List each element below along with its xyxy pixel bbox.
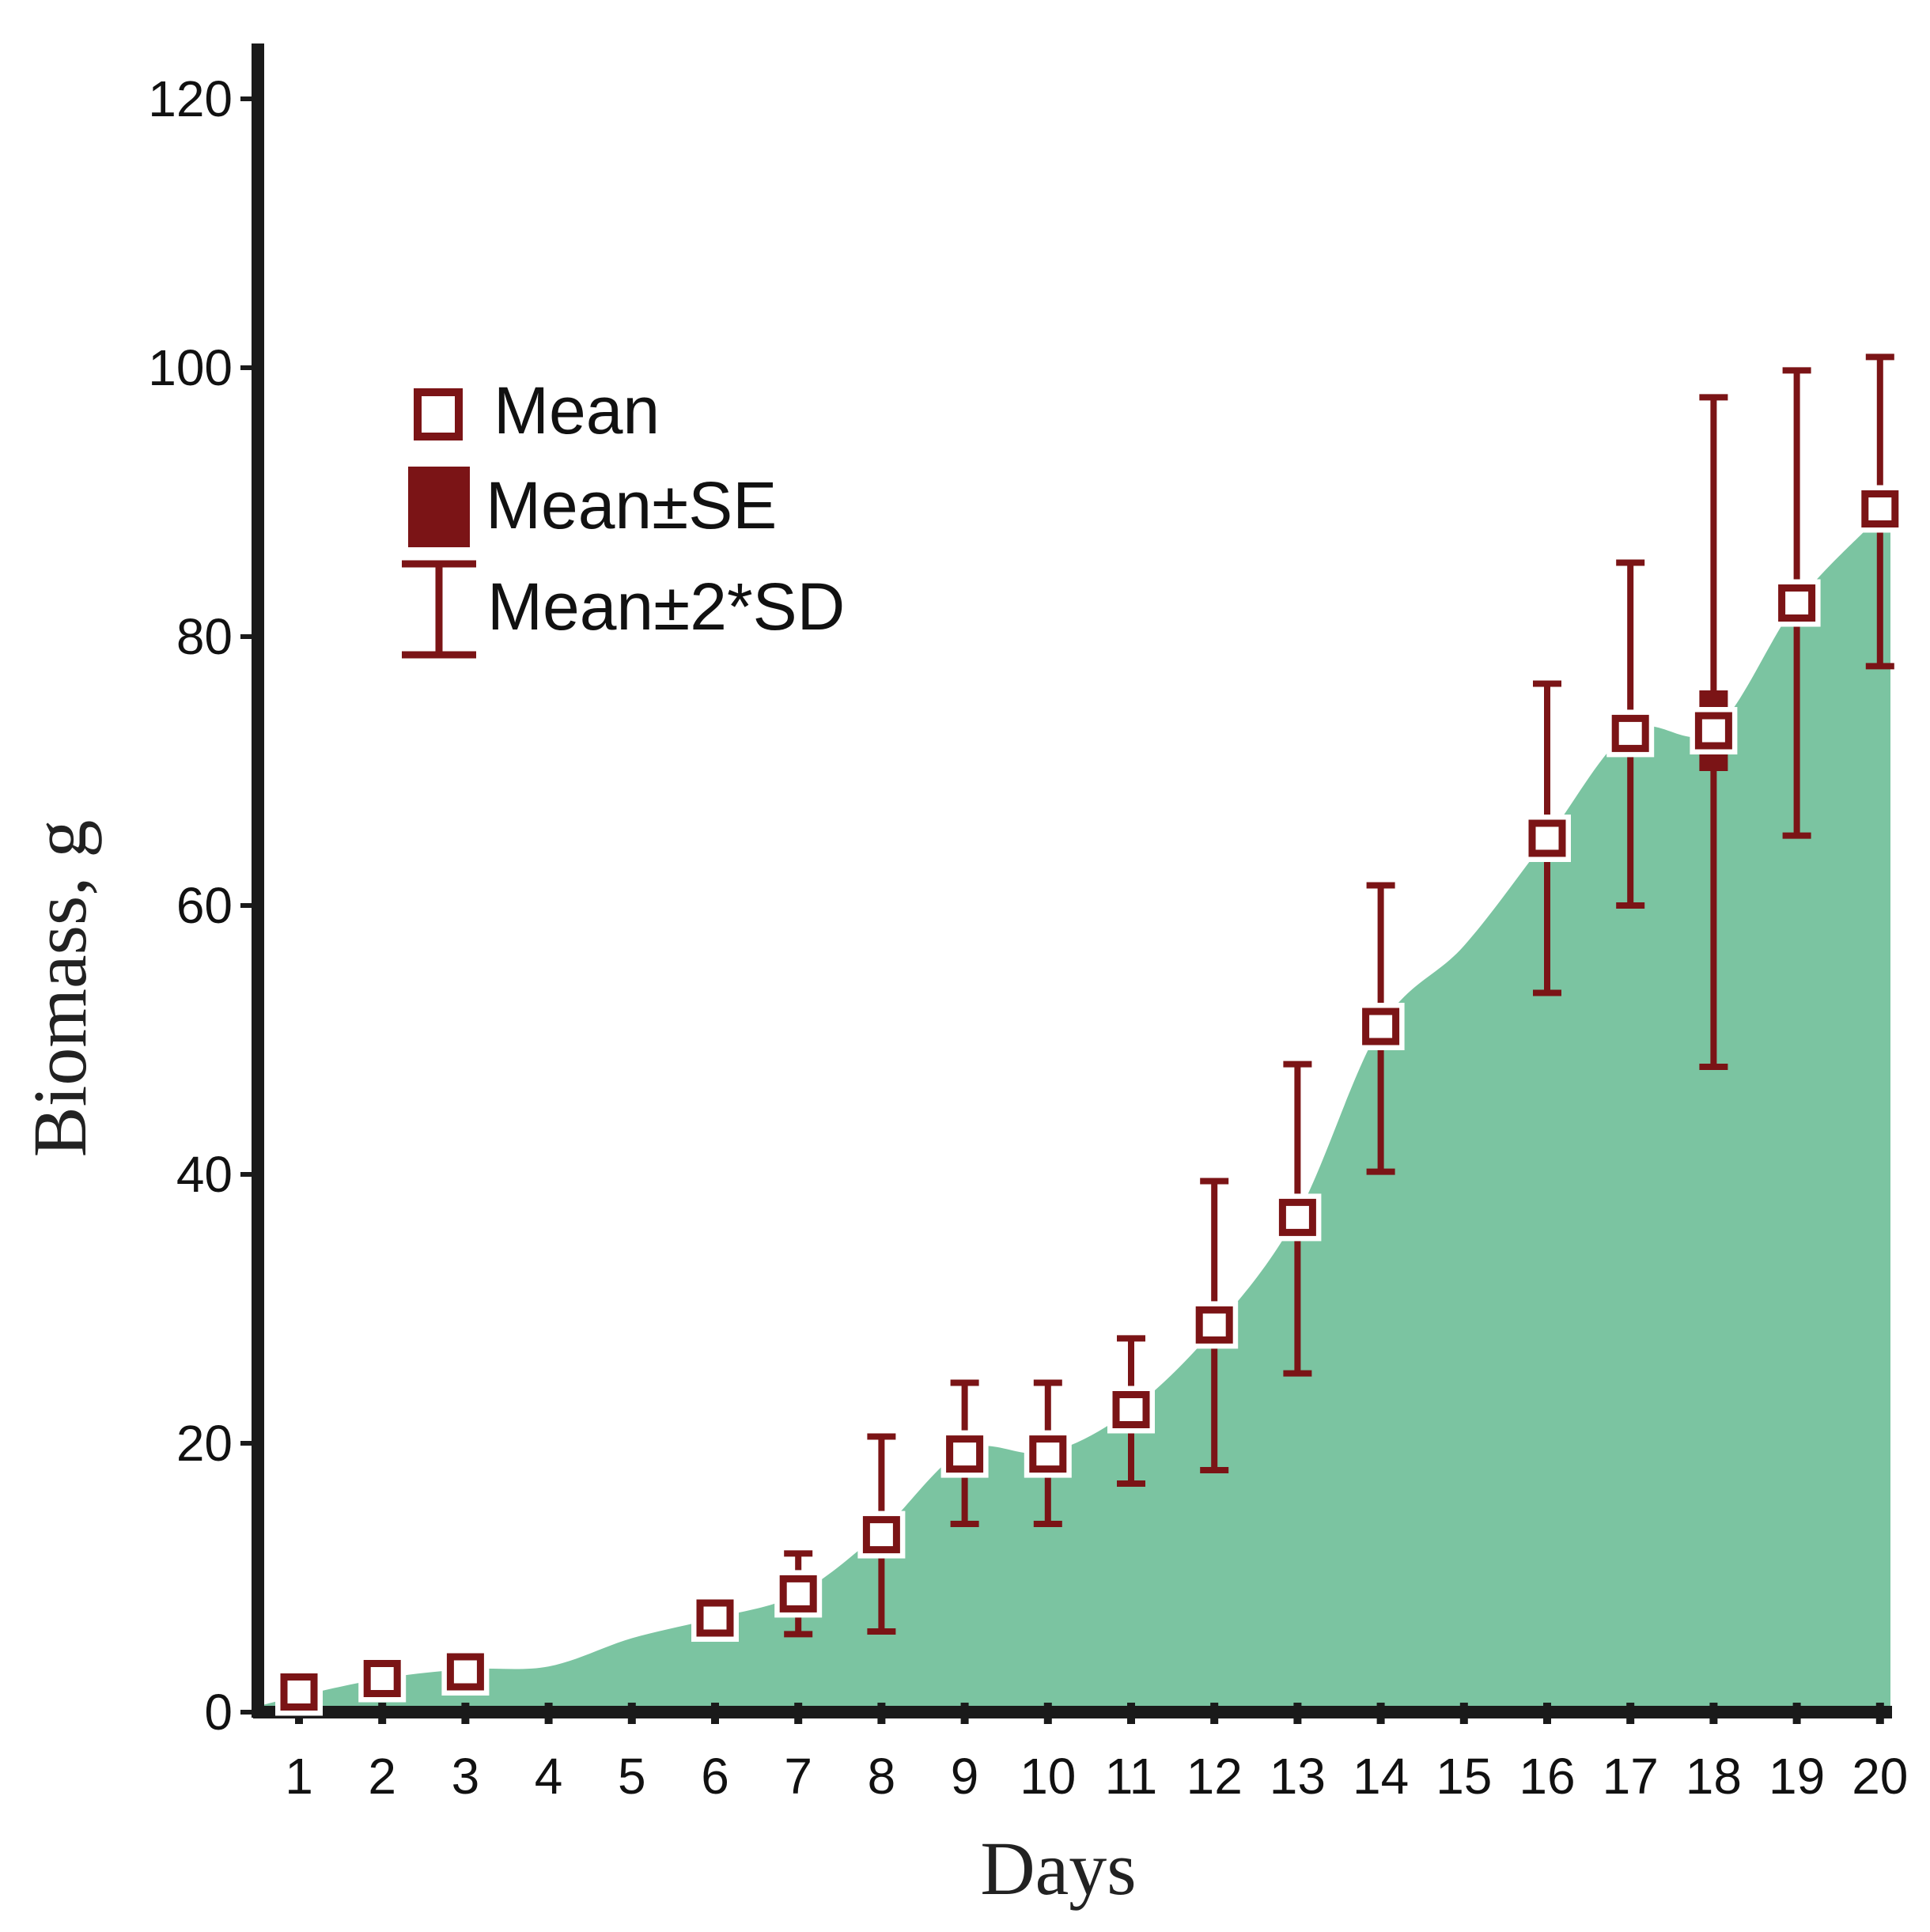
mean-marker [862,1516,900,1554]
x-tick-label: 11 [1105,1748,1157,1805]
x-axis-title: Days [980,1826,1136,1911]
data-point-day-13 [1273,1061,1322,1377]
mean-marker [779,1575,817,1613]
y-tick-label: 0 [204,1684,233,1741]
data-point-day-1 [275,1668,323,1716]
x-tick-label: 18 [1686,1748,1742,1805]
y-axis-title: Biomass, g [17,820,102,1158]
x-tick-label: 13 [1270,1748,1326,1805]
x-tick-label: 1 [285,1748,313,1805]
x-tick-label: 17 [1603,1748,1659,1805]
data-point-day-11 [1107,1335,1155,1487]
legend-sd-label: Mean±2*SD [487,569,845,644]
legend-mean-swatch [414,388,463,440]
mean-marker [363,1660,401,1697]
x-tick-label: 8 [868,1748,896,1805]
mean-marker [1861,490,1899,527]
legend: Mean Mean±SE Mean±2*SD [402,373,845,659]
mean-marker [1112,1391,1150,1428]
data-point-day-6 [691,1594,739,1642]
legend-se-label: Mean±SE [486,468,777,543]
mean-marker [1362,1008,1400,1045]
legend-se-swatch [408,467,470,547]
x-tick-label: 19 [1769,1748,1825,1805]
x-tick-label: 7 [784,1748,812,1805]
x-tick-label: 20 [1852,1748,1908,1805]
data-point-day-19 [1773,367,1821,839]
mean-marker [280,1673,318,1711]
x-tick-label: 2 [368,1748,396,1805]
data-point-day-16 [1523,680,1571,996]
data-point-day-14 [1357,882,1405,1175]
mean-marker [1694,712,1732,750]
data-point-day-20 [1856,354,1904,670]
x-tick-label: 12 [1186,1748,1243,1805]
data-point-day-9 [940,1379,989,1527]
y-tick-label: 60 [176,877,233,934]
x-tick-label: 14 [1353,1748,1409,1805]
area-layer [261,499,1891,1712]
mean-marker [446,1653,484,1691]
y-tick-label: 120 [148,70,233,127]
x-tick-label: 15 [1436,1748,1492,1805]
mean-marker [1029,1435,1067,1473]
mean-marker [1611,714,1649,752]
y-tick-label: 40 [176,1146,233,1203]
mean-marker [1195,1306,1233,1344]
biomass-area [261,499,1891,1712]
x-tick-label: 9 [951,1748,979,1805]
data-point-day-10 [1024,1379,1072,1527]
y-tick-label: 100 [148,339,233,396]
mean-marker [696,1599,734,1637]
legend-sd-swatch [402,560,476,659]
x-tick-label: 10 [1020,1748,1076,1805]
data-point-day-17 [1606,559,1655,909]
marks-layer [275,354,1904,1716]
data-point-day-2 [358,1654,407,1703]
x-tick-label: 16 [1519,1748,1575,1805]
mean-marker [1278,1198,1316,1236]
x-tick-label: 6 [701,1748,729,1805]
y-tick-label: 80 [176,608,233,665]
legend-mean-label: Mean [494,373,660,448]
data-point-day-18 [1690,394,1738,1070]
y-tick-label: 20 [176,1415,233,1472]
mean-marker [946,1435,984,1473]
data-point-day-12 [1190,1178,1239,1473]
x-tick-label: 3 [452,1748,480,1805]
x-tick-label: 5 [618,1748,646,1805]
data-point-day-8 [857,1433,906,1635]
mean-marker [1778,584,1816,622]
data-point-day-7 [774,1550,823,1638]
mean-marker [1528,819,1566,857]
x-tick-label: 4 [535,1748,563,1805]
data-point-day-3 [441,1648,490,1696]
